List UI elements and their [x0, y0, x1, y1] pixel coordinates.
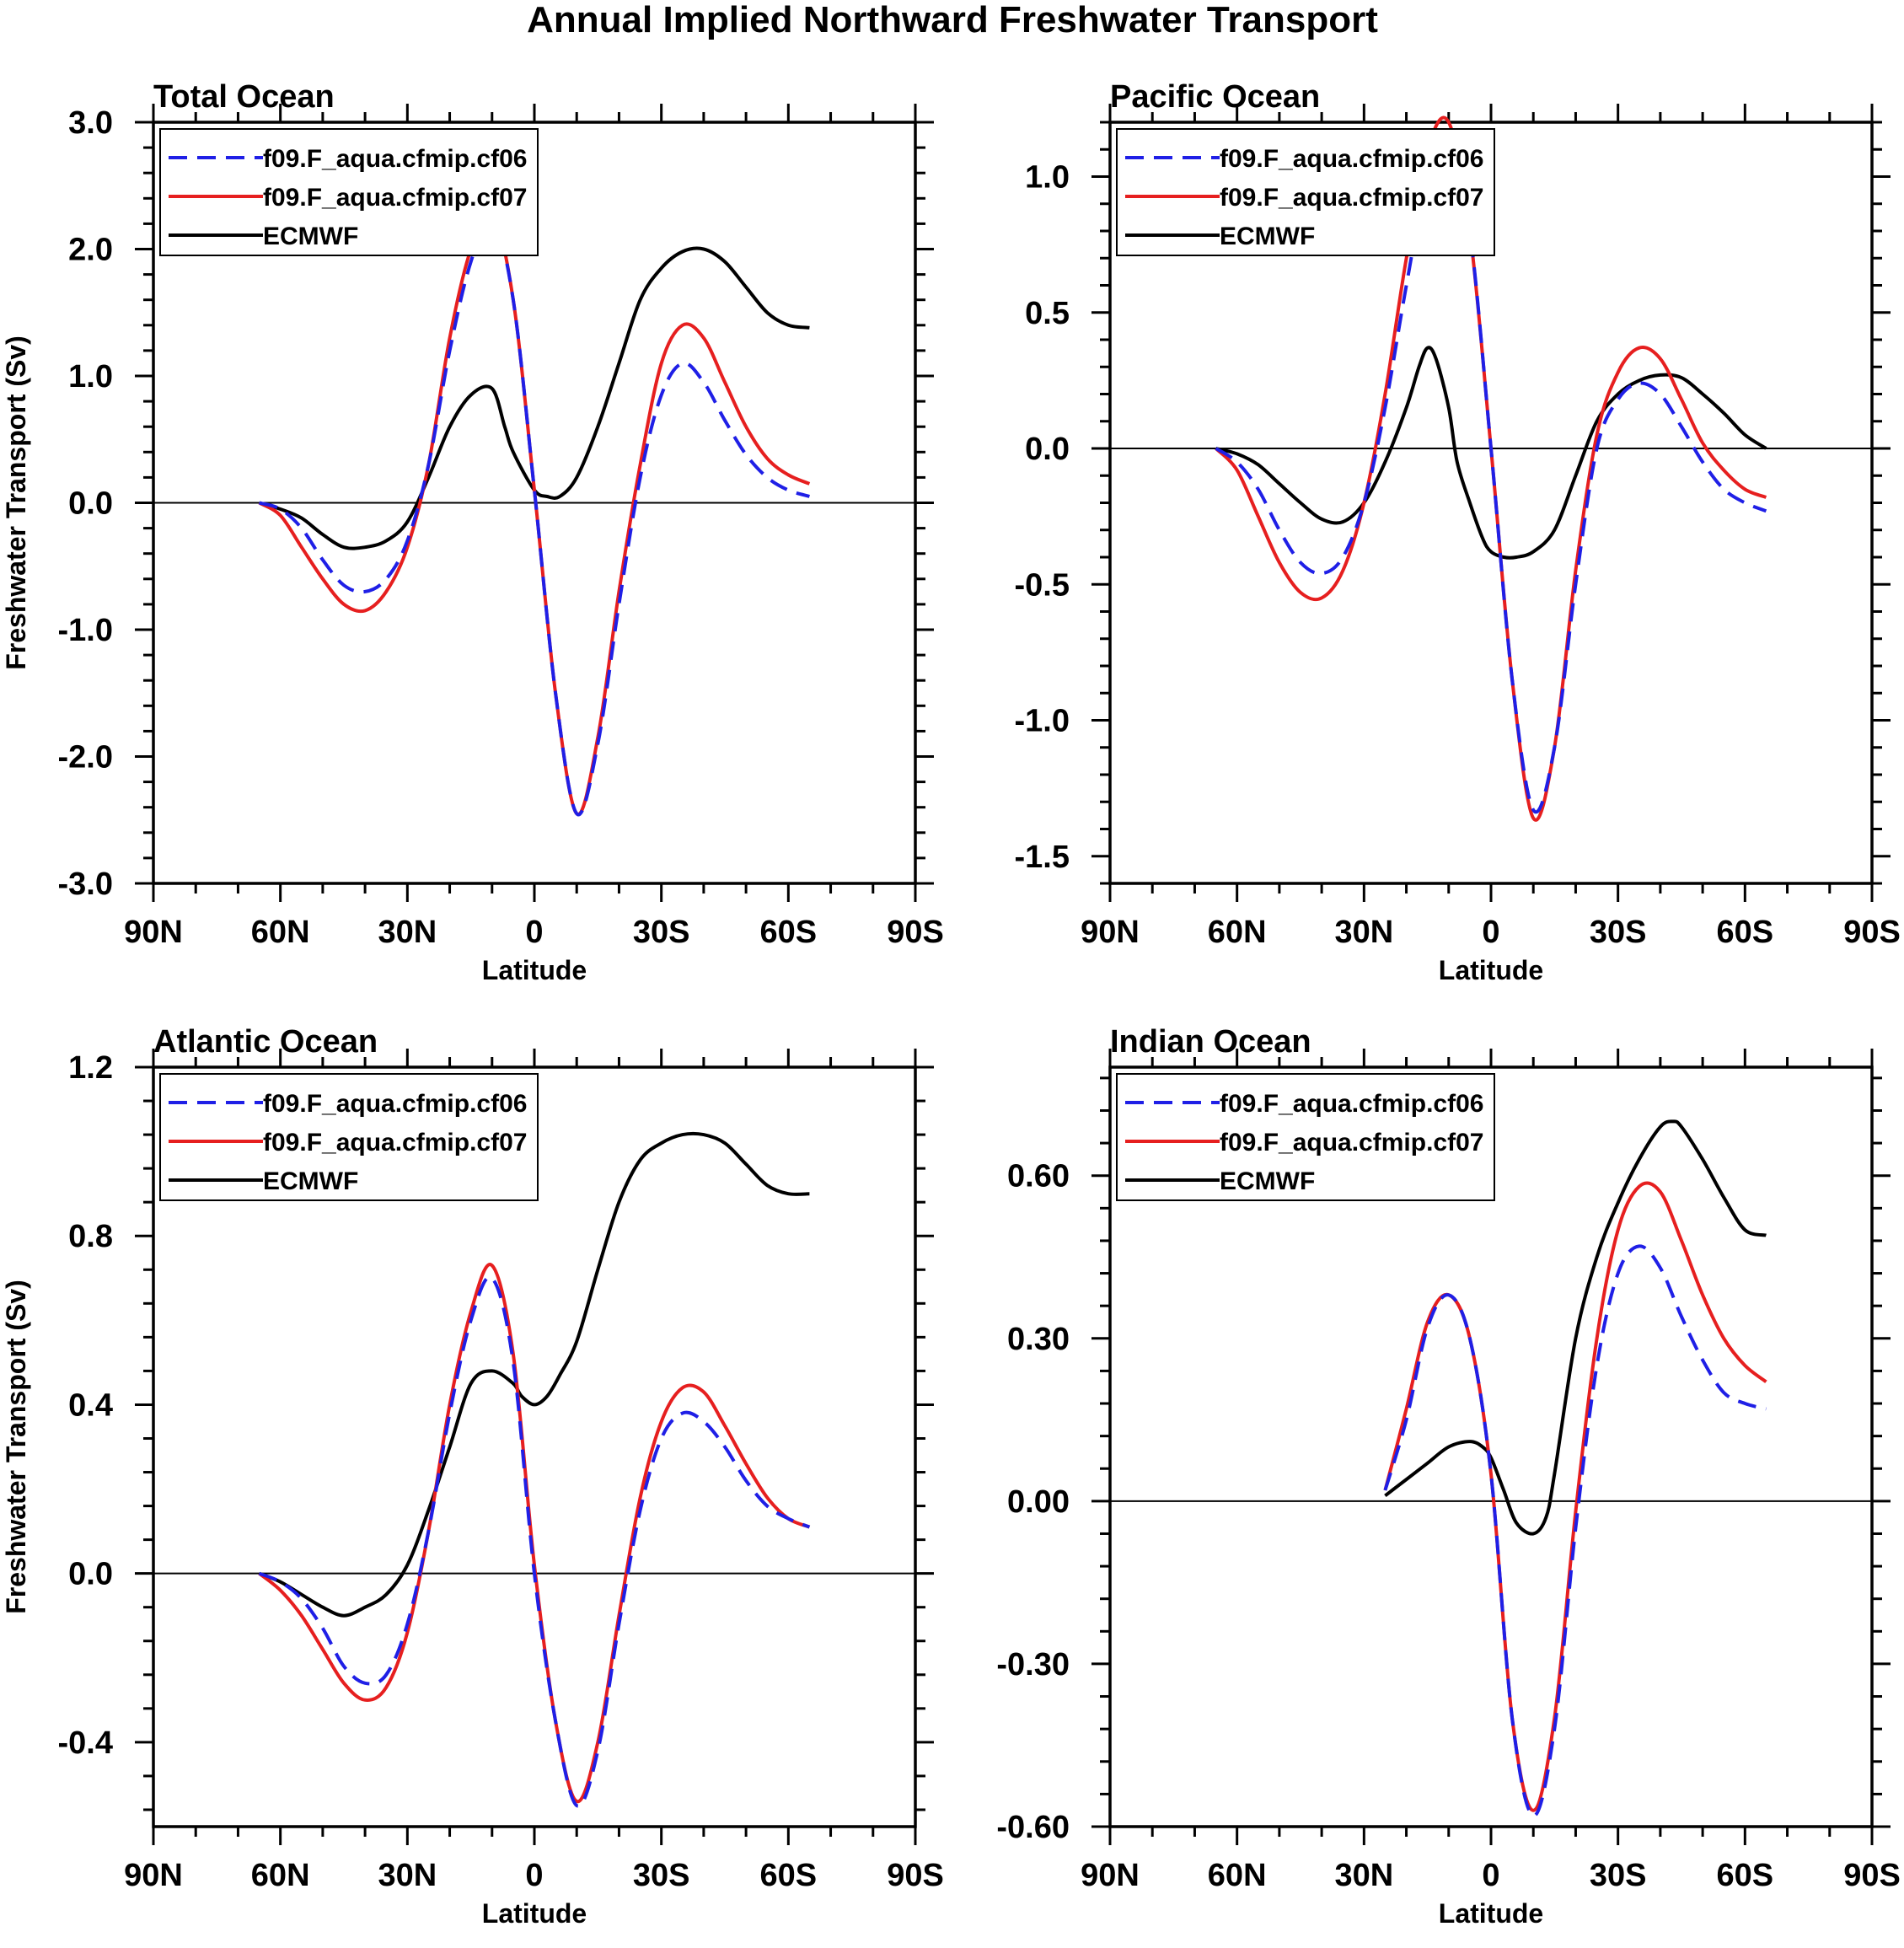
panel-atlantic-ocean: Atlantic Ocean 90N 60N 30N 0 30S 60S 90S -0.4 0.0…: [1, 1024, 944, 1929]
series-line-f09-f-aqua-cfmip-cf06: [1383, 1244, 1767, 1818]
legend-label: f09.F_aqua.cfmip.cf06: [1220, 145, 1483, 173]
y-tick-label: -1.0: [1015, 704, 1070, 739]
x-tick-label: 0: [525, 915, 543, 950]
y-tick-label: 0.8: [68, 1219, 113, 1254]
legend-label: ECMWF: [263, 1167, 358, 1195]
panel-title: Total Ocean: [153, 79, 335, 115]
x-tick-label: 60S: [1717, 915, 1774, 950]
x-tick-label: 0: [1482, 1858, 1499, 1893]
x-tick-label: 90N: [124, 1858, 183, 1893]
legend-label: f09.F_aqua.cfmip.cf07: [1220, 1129, 1483, 1156]
panel-total-ocean: Total Ocean 90N 60N 30N 0 30S 60S 90S -3.0 -2.0 -1…: [1, 79, 944, 985]
series-line-ecmwf: [258, 1131, 810, 1618]
x-tick-label: 90S: [887, 1858, 944, 1893]
panel-title: Pacific Ocean: [1110, 79, 1320, 115]
x-tick-label: 30S: [1590, 915, 1647, 950]
legend: f09.F_aqua.cfmip.cf06 f09.F_aqua.cfmip.cf…: [159, 1073, 539, 1201]
y-tick-label: 1.0: [68, 359, 113, 394]
legend-label: f09.F_aqua.cfmip.cf06: [263, 145, 527, 173]
panel-indian-ocean: Indian Ocean 90N 60N 30N 0 30S 60S 90S -0.60 -0.3…: [996, 1024, 1900, 1929]
y-axis-label: Freshwater Transport (Sv): [1, 335, 31, 670]
x-axis-label: Latitude: [1439, 955, 1543, 985]
x-axis-label: Latitude: [1439, 1898, 1543, 1929]
legend-label: ECMWF: [263, 223, 358, 250]
x-tick-label: 0: [1482, 915, 1499, 950]
y-tick-label: -0.60: [996, 1810, 1070, 1845]
y-tick-label: 0.0: [1025, 432, 1070, 467]
x-tick-label: 30N: [378, 915, 437, 950]
x-tick-label: 30S: [633, 915, 690, 950]
x-tick-label: 60N: [1208, 915, 1267, 950]
series-line-f09-f-aqua-cfmip-cf07: [1383, 1181, 1767, 1812]
series-line-f09-f-aqua-cfmip-cf07: [258, 207, 811, 817]
x-tick-label: 60S: [1717, 1858, 1774, 1893]
legend-label: ECMWF: [1220, 1167, 1315, 1195]
legend-label: f09.F_aqua.cfmip.cf06: [1220, 1090, 1483, 1118]
legend: f09.F_aqua.cfmip.cf06 f09.F_aqua.cfmip.cf…: [159, 128, 539, 256]
x-tick-label: 90N: [1081, 1858, 1140, 1893]
panel-title: Atlantic Ocean: [153, 1024, 378, 1060]
y-tick-label: 1.2: [68, 1050, 113, 1086]
y-tick-label: 0.0: [68, 486, 113, 522]
x-tick-label: 90S: [1843, 1858, 1901, 1893]
y-tick-label: 0.0: [68, 1557, 113, 1592]
x-tick-label: 30N: [1334, 1858, 1393, 1893]
series-line-f09-f-aqua-cfmip-cf07: [258, 1263, 811, 1804]
legend-label: f09.F_aqua.cfmip.cf07: [1220, 184, 1483, 212]
series-line-f09-f-aqua-cfmip-cf06: [258, 1275, 811, 1808]
x-axis-label: Latitude: [482, 955, 587, 985]
y-tick-label: 0.60: [1007, 1159, 1070, 1194]
y-axis-label: Freshwater Transport (Sv): [1, 1280, 31, 1614]
figure-title: Annual Implied Northward Freshwater Tran…: [527, 0, 1378, 40]
x-tick-label: 60S: [760, 915, 818, 950]
series-line-ecmwf: [1384, 1119, 1767, 1536]
y-tick-label: 0.30: [1007, 1322, 1070, 1357]
series-line-ecmwf: [1215, 346, 1767, 560]
x-axis-label: Latitude: [482, 1898, 587, 1929]
x-tick-label: 30S: [1590, 1858, 1647, 1893]
legend-label: f09.F_aqua.cfmip.cf07: [263, 184, 527, 212]
y-tick-label: -0.5: [1015, 567, 1070, 603]
x-tick-label: 60N: [251, 1858, 310, 1893]
legend: f09.F_aqua.cfmip.cf06 f09.F_aqua.cfmip.cf…: [1116, 1073, 1495, 1201]
panel-pacific-ocean: Pacific Ocean 90N 60N 30N 0 30S 60S 90S -1.5 -1.0…: [1015, 79, 1901, 985]
y-tick-label: -2.0: [58, 740, 113, 775]
x-tick-label: 0: [525, 1858, 543, 1893]
y-tick-label: 1.0: [1025, 160, 1070, 196]
y-tick-label: 2.0: [68, 233, 113, 268]
x-tick-label: 90S: [887, 915, 944, 950]
series-line-f09-f-aqua-cfmip-cf06: [258, 214, 811, 817]
x-tick-label: 90S: [1843, 915, 1901, 950]
legend-label: f09.F_aqua.cfmip.cf06: [263, 1090, 527, 1118]
y-tick-label: 0.4: [68, 1387, 113, 1423]
y-tick-label: -3.0: [58, 867, 113, 902]
series-line-f09-f-aqua-cfmip-cf06: [1215, 131, 1767, 814]
x-tick-label: 60N: [1208, 1858, 1267, 1893]
y-tick-label: -0.4: [58, 1725, 113, 1761]
legend-label: f09.F_aqua.cfmip.cf07: [263, 1129, 527, 1156]
legend: f09.F_aqua.cfmip.cf06 f09.F_aqua.cfmip.cf…: [1116, 128, 1495, 256]
y-tick-label: 0.00: [1007, 1484, 1070, 1520]
y-tick-label: -1.5: [1015, 840, 1070, 875]
x-tick-label: 90N: [124, 915, 183, 950]
x-tick-label: 30N: [378, 1858, 437, 1893]
y-tick-label: -0.30: [996, 1647, 1070, 1682]
legend-label: ECMWF: [1220, 223, 1315, 250]
y-tick-label: 3.0: [68, 105, 113, 141]
x-tick-label: 60S: [760, 1858, 818, 1893]
x-tick-label: 30N: [1334, 915, 1393, 950]
y-tick-label: 0.5: [1025, 296, 1070, 331]
panel-title: Indian Ocean: [1110, 1024, 1311, 1060]
x-tick-label: 30S: [633, 1858, 690, 1893]
x-tick-label: 90N: [1081, 915, 1140, 950]
y-tick-label: -1.0: [58, 613, 113, 648]
x-tick-label: 60N: [251, 915, 310, 950]
